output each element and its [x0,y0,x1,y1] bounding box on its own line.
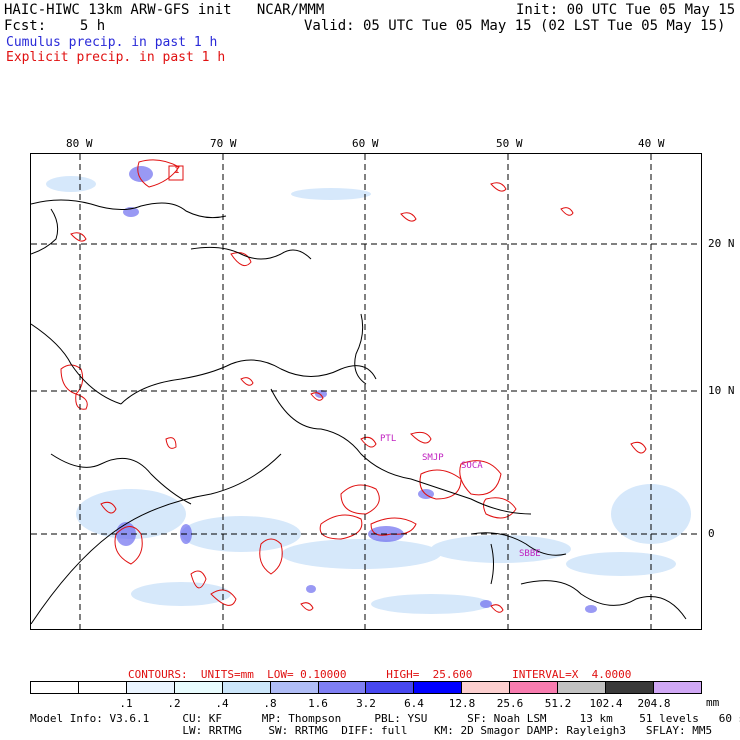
colorbar-swatch [126,682,175,693]
coastlines [31,199,687,625]
colorbar-tick-label: .2 [167,697,181,710]
lon-label-80w: 80 W [66,137,93,150]
colorbar-swatch [174,682,223,693]
cumulus-precip-shading [46,176,691,614]
cumulus-legend: Cumulus precip. in past 1 h [6,35,218,50]
colorbar-swatch [414,682,463,693]
map-canvas [31,154,701,629]
colorbar-swatch [366,682,415,693]
colorbar-tick-label: 3.2 [356,697,376,710]
explicit-precip-contours [60,159,647,613]
colorbar-swatch [270,682,319,693]
colorbar-swatch [558,682,607,693]
station-smjp: SMJP [422,453,444,463]
lon-label-40w: 40 W [638,137,665,150]
colorbar-tick-label: 1.6 [308,697,328,710]
colorbar-swatch [606,682,654,693]
lat-label-10n: 10 N [708,384,735,397]
colorbar-tick-label: .8 [263,697,277,710]
lon-label-70w: 70 W [210,137,237,150]
marker-label: 1 [174,166,180,176]
colorbar-tick-label: 25.6 [496,697,524,710]
colorbar-swatch [222,682,271,693]
init-time: Init: 00 UTC Tue 05 May 15 [516,2,736,18]
model-info-line1: Model Info: V3.6.1 CU: KF MP: Thompson P… [30,712,740,725]
station-sbbe: SBBE [519,549,541,559]
colorbar-swatch [510,682,559,693]
colorbar-swatch [653,682,701,693]
lon-label-60w: 60 W [352,137,379,150]
colorbar-tick-label: 6.4 [404,697,424,710]
contour-info: CONTOURS: UNITS=mm LOW= 0.10000 HIGH= 25… [128,668,632,681]
colorbar-tick-label: .1 [119,697,133,710]
colorbar-swatch [462,682,511,693]
lon-label-50w: 50 W [496,137,523,150]
colorbar-tick-label: 12.8 [448,697,476,710]
forecast-hour: Fcst: 5 h [4,18,106,34]
colorbar-tick-label: 204.8 [637,697,671,710]
lat-label-0: 0 [708,527,715,540]
graticule [31,154,701,629]
colorbar-tick-label: 51.2 [544,697,572,710]
station-soca: SOCA [461,461,483,471]
valid-time: Valid: 05 UTC Tue 05 May 15 (02 LST Tue … [304,18,726,34]
colorbar-tick-label: 102.4 [589,697,623,710]
explicit-legend: Explicit precip. in past 1 h [6,50,226,65]
colorbar-units: mm [706,696,720,709]
colorbar-swatch [318,682,367,693]
colorbar [30,681,702,694]
precip-map: 1 PTL SMJP SOCA SBBE [30,153,702,630]
station-ptl: PTL [380,434,397,444]
plot-title: HAIC-HIWC 13km ARW-GFS init NCAR/MMM [4,2,325,18]
model-info-line2: LW: RRTMG SW: RRTMG DIFF: full KM: 2D Sm… [30,724,713,737]
colorbar-tick-label: .4 [215,697,229,710]
lat-label-20n: 20 N [708,237,735,250]
colorbar-swatch [31,682,79,693]
region-marker-box [168,165,184,181]
colorbar-swatch [78,682,127,693]
